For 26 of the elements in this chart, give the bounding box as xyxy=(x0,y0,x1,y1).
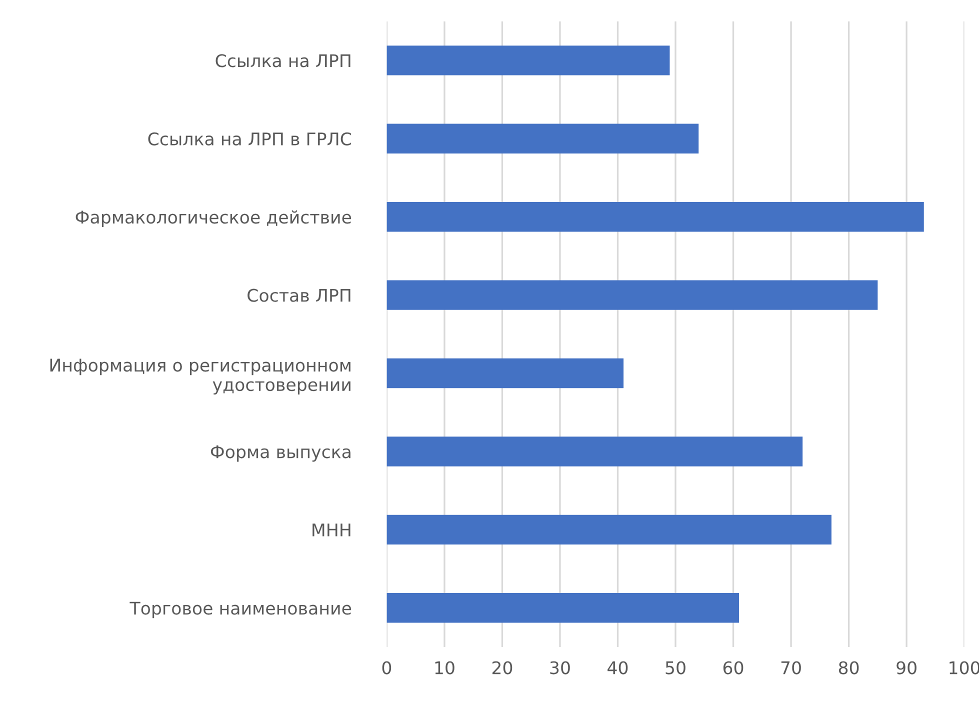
y-tick-label: МНН xyxy=(312,524,350,536)
y-tick-label: Информация о регистрационном удостоверении xyxy=(50,358,350,395)
x-tick-label: 90 xyxy=(896,661,916,674)
y-tick-label: Ссылка на ЛРП в ГРЛС xyxy=(148,132,352,146)
bar xyxy=(386,358,624,388)
bar xyxy=(386,436,803,466)
y-tick-label: Фармакологическое действие xyxy=(76,210,352,228)
x-tick-label: 20 xyxy=(492,661,512,674)
bar xyxy=(386,202,924,232)
x-tick-label: 0 xyxy=(382,661,392,674)
y-tick-label: Состав ЛРП xyxy=(248,288,350,302)
x-tick-label: 40 xyxy=(608,661,628,674)
y-tick-label: Ссылка на ЛРП xyxy=(216,54,350,68)
y-tick-label: Торговое наименование xyxy=(130,602,352,618)
x-tick-label: 80 xyxy=(838,661,859,674)
bar xyxy=(386,280,878,310)
y-tick-label: Форма выпуска xyxy=(210,445,350,462)
x-tick-label: 30 xyxy=(550,661,570,674)
bar xyxy=(386,124,699,154)
x-tick-label: 10 xyxy=(435,661,454,674)
x-tick-label: 60 xyxy=(723,661,744,674)
x-tick-label: 70 xyxy=(781,661,801,674)
bar xyxy=(386,514,832,545)
bar xyxy=(386,46,670,76)
x-tick-label: 50 xyxy=(666,661,686,674)
bar xyxy=(386,593,740,623)
